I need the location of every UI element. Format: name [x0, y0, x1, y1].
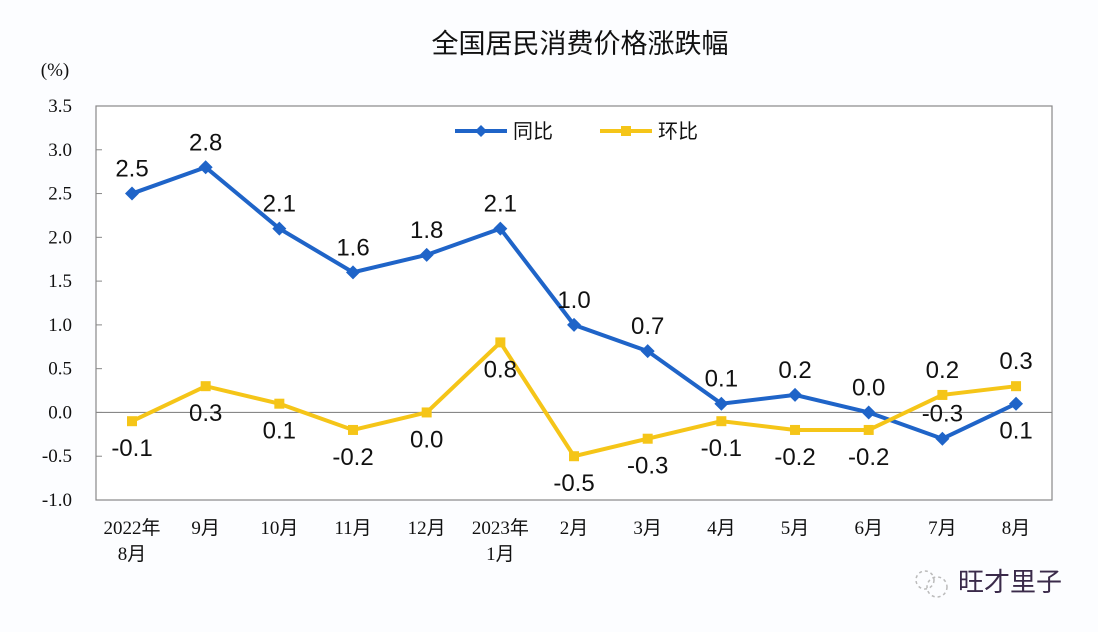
- x-tick-label: 9月: [191, 518, 220, 539]
- data-point: [493, 221, 508, 236]
- data-point: [788, 387, 803, 402]
- legend-marker: [475, 125, 487, 137]
- x-tick-label: 4月: [707, 518, 736, 539]
- data-point: [642, 433, 653, 444]
- data-label: -0.1: [111, 435, 152, 462]
- x-tick-label: 2022年: [103, 517, 160, 539]
- data-point: [863, 424, 874, 435]
- watermark-text: 旺才里子: [958, 568, 1062, 598]
- data-point: [716, 416, 727, 427]
- data-label: 0.2: [778, 357, 811, 384]
- data-point: [1009, 396, 1024, 411]
- x-tick-label: 12月: [408, 518, 446, 539]
- data-label: 0.1: [705, 366, 738, 393]
- y-tick-label: 0.0: [48, 402, 72, 423]
- data-label: -0.3: [627, 453, 668, 480]
- data-point: [569, 451, 580, 462]
- data-point: [419, 247, 434, 262]
- legend-marker: [621, 126, 631, 136]
- data-point: [790, 424, 801, 435]
- data-label: -0.1: [701, 435, 742, 462]
- x-tick-label: 5月: [781, 518, 810, 539]
- data-label: 0.8: [484, 356, 517, 383]
- data-point: [200, 381, 211, 392]
- y-tick-label: 2.5: [48, 184, 72, 205]
- x-tick-label: 6月: [854, 518, 883, 539]
- y-tick-label: 2.0: [48, 227, 72, 248]
- x-tick-label: 10月: [260, 518, 298, 539]
- chart-title: 全国居民消费价格涨跌幅: [432, 29, 729, 60]
- data-point: [937, 389, 948, 400]
- y-axis-unit: (%): [41, 60, 69, 81]
- data-point: [346, 265, 361, 280]
- data-point: [198, 160, 213, 175]
- data-point: [640, 344, 655, 359]
- series-环比: -0.1 0.3 0.1 -0.2 0.0 0.8 -0.5 -0.3 -0.1 -0.2 -0.2…: [111, 337, 1033, 497]
- y-tick-label: 1.0: [48, 315, 72, 336]
- data-point: [861, 405, 876, 420]
- data-point: [125, 186, 139, 201]
- data-label: 2.1: [263, 191, 296, 218]
- watermark: 旺才里子: [915, 568, 1062, 598]
- data-label: -0.3: [922, 401, 963, 428]
- y-tick-label: 0.5: [48, 359, 72, 380]
- data-label: 0.1: [999, 418, 1032, 445]
- data-label: 2.1: [484, 191, 517, 218]
- x-tick-label: 8月: [118, 544, 147, 565]
- plot-area: [95, 105, 1053, 501]
- data-label: -0.2: [848, 444, 889, 471]
- data-label: 1.8: [410, 217, 443, 244]
- data-point: [421, 407, 432, 418]
- data-point: [714, 396, 729, 411]
- x-tick-label: 8月: [1002, 518, 1031, 539]
- data-label: 0.0: [410, 426, 443, 453]
- data-label: 0.1: [263, 418, 296, 445]
- data-label: 2.5: [115, 156, 148, 183]
- x-tick-label: 7月: [928, 518, 957, 539]
- y-tick-label: 1.5: [48, 271, 72, 292]
- data-point: [348, 424, 359, 435]
- data-label: 0.3: [999, 348, 1032, 375]
- data-label: 0.7: [631, 313, 664, 340]
- wechat-icon: [915, 570, 948, 598]
- data-label: 0.3: [189, 400, 222, 427]
- data-label: -0.2: [332, 444, 373, 471]
- x-tick-label: 3月: [633, 518, 662, 539]
- data-label: -0.2: [774, 444, 815, 471]
- legend-label: 同比: [513, 119, 553, 143]
- legend: 同比 环比: [455, 119, 698, 143]
- x-tick-label: 2023年: [472, 517, 529, 539]
- x-tick-label: 11月: [334, 518, 371, 539]
- data-point: [1011, 381, 1022, 392]
- data-label: 1.0: [557, 287, 590, 314]
- x-tick-label: 1月: [486, 544, 515, 565]
- data-point: [272, 221, 287, 236]
- data-point: [935, 431, 950, 446]
- data-point: [274, 398, 285, 409]
- y-tick-label: -0.5: [42, 446, 72, 467]
- legend-label: 环比: [658, 119, 698, 143]
- data-label: 0.0: [852, 374, 885, 401]
- data-point: [495, 337, 506, 348]
- data-point: [567, 317, 582, 332]
- data-label: 2.8: [189, 129, 222, 156]
- data-point: [127, 416, 137, 427]
- data-label: 0.2: [926, 357, 959, 384]
- data-label: -0.5: [553, 470, 594, 497]
- y-tick-label: 3.5: [48, 96, 72, 117]
- series-同比: 2.5 2.8 2.1 1.6 1.8 2.1 1.0 0.7 0.1 0.2 0.0 -0.3 0.1: [115, 129, 1033, 446]
- y-tick-label: -1.0: [42, 490, 72, 511]
- x-tick-label: 2月: [560, 518, 589, 539]
- data-label: 1.6: [336, 234, 369, 261]
- y-tick-label: 3.0: [48, 140, 72, 161]
